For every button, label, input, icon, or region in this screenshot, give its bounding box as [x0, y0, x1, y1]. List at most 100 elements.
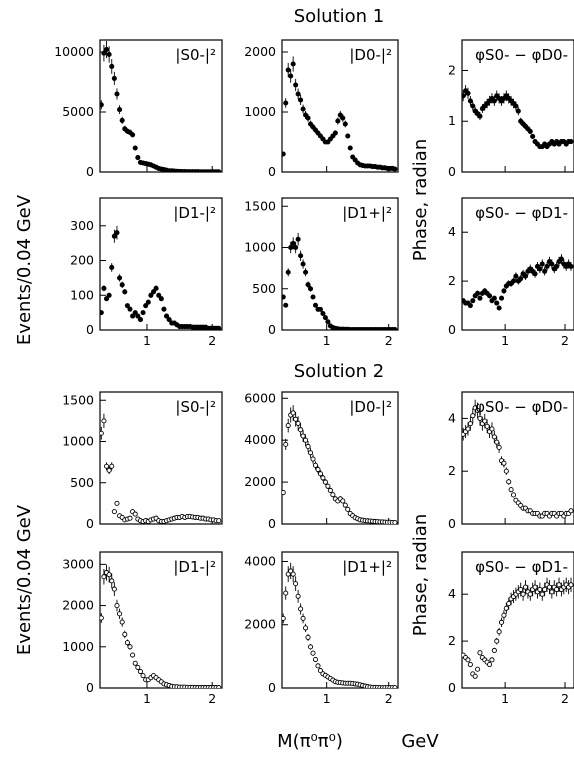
data-point — [109, 463, 115, 469]
data-point — [345, 133, 351, 139]
data-point — [539, 591, 545, 597]
data-point — [298, 427, 304, 433]
data-point — [216, 325, 222, 330]
data-point — [491, 647, 497, 654]
data-point — [510, 278, 517, 284]
data-point — [295, 420, 301, 426]
data-point — [100, 430, 104, 436]
data-point — [494, 439, 500, 445]
data-point — [130, 132, 136, 138]
y-tick-label: 1000 — [62, 434, 94, 449]
data-point — [506, 601, 512, 607]
data-point — [114, 91, 120, 97]
data-point — [477, 295, 483, 301]
data-point — [325, 483, 331, 489]
data-point — [335, 118, 341, 124]
data-point — [477, 113, 483, 119]
data-point — [392, 327, 398, 330]
data-point — [135, 155, 141, 161]
y-tick-label: 500 — [70, 475, 94, 490]
data-point — [303, 625, 309, 631]
data-point — [392, 519, 398, 524]
data-point — [496, 305, 502, 311]
data-point — [554, 263, 560, 269]
y-tick-label: 1500 — [244, 198, 276, 213]
data-point — [568, 508, 574, 514]
data-point — [282, 615, 286, 621]
data-point — [467, 662, 473, 668]
data-point — [117, 107, 123, 113]
data-point — [315, 663, 321, 669]
data-point — [554, 586, 560, 593]
data-point — [101, 285, 107, 291]
x-tick-label: 1 — [143, 691, 151, 706]
x-tick-label: 1 — [323, 333, 331, 348]
data-point — [124, 640, 130, 646]
x-tick-label: 2 — [561, 691, 569, 706]
data-point — [307, 450, 314, 456]
data-point — [498, 295, 505, 301]
y-tick-label: 2000 — [244, 44, 276, 59]
data-series — [282, 405, 398, 524]
data-point — [300, 106, 306, 112]
data-point — [317, 668, 324, 674]
data-point — [156, 292, 162, 298]
data-point — [145, 299, 151, 305]
data-point — [216, 518, 222, 524]
data-point — [513, 103, 519, 109]
data-point — [305, 115, 311, 121]
data-point — [568, 263, 574, 269]
x-tick-label: 2 — [385, 333, 393, 348]
data-point — [140, 310, 146, 316]
data-point — [288, 73, 294, 79]
y-tick-label: 2 — [448, 62, 456, 77]
data-series — [100, 413, 222, 524]
y-tick-label: 1500 — [62, 392, 94, 407]
panel-10: 0 1000 2000 3000 1 2 |D1-|² — [62, 551, 223, 706]
data-point — [568, 138, 574, 145]
data-point — [315, 466, 321, 473]
data-point — [293, 581, 299, 587]
data-point — [522, 584, 529, 590]
y-tick-label: 1000 — [244, 104, 276, 119]
data-point — [510, 492, 517, 498]
data-point — [472, 673, 478, 679]
data-point — [106, 572, 112, 578]
panel-3: 0 1 2 φS0- − φD0- — [448, 39, 574, 179]
data-point — [106, 51, 112, 57]
data-point — [470, 298, 476, 304]
data-point — [527, 591, 533, 597]
panel-1: 0 5000 10000 |S0-|² — [54, 39, 223, 179]
data-point — [305, 443, 311, 450]
data-point — [392, 685, 398, 688]
y-tick-label: 0 — [448, 516, 456, 531]
data-point — [320, 310, 326, 317]
y-tick-label: 300 — [70, 218, 94, 233]
data-point — [111, 233, 117, 239]
data-point — [327, 487, 333, 494]
data-point — [119, 619, 125, 625]
y-tick-label: 0 — [448, 322, 456, 337]
solution2-heading: Solution 2 — [294, 361, 385, 382]
y-tick-label: 4 — [448, 586, 456, 601]
y-tick-label: 10000 — [54, 44, 94, 59]
data-point — [135, 313, 141, 319]
mass-xunit: GeV — [401, 731, 439, 752]
data-point — [518, 586, 524, 593]
data-point — [501, 288, 507, 294]
data-point — [295, 91, 301, 97]
data-point — [470, 103, 476, 109]
data-point — [283, 590, 289, 596]
data-point — [117, 611, 123, 617]
data-point — [310, 456, 316, 462]
panel-2: 0 1000 2000 |D0-|² — [244, 39, 399, 179]
data-point — [487, 662, 493, 668]
data-point — [101, 574, 107, 580]
data-series — [462, 399, 574, 519]
data-point — [312, 462, 319, 468]
data-point — [305, 282, 311, 288]
y-tick-label: 500 — [252, 281, 276, 296]
y-tick-label: 0 — [268, 164, 276, 179]
data-point — [103, 47, 110, 53]
data-point — [532, 584, 538, 590]
